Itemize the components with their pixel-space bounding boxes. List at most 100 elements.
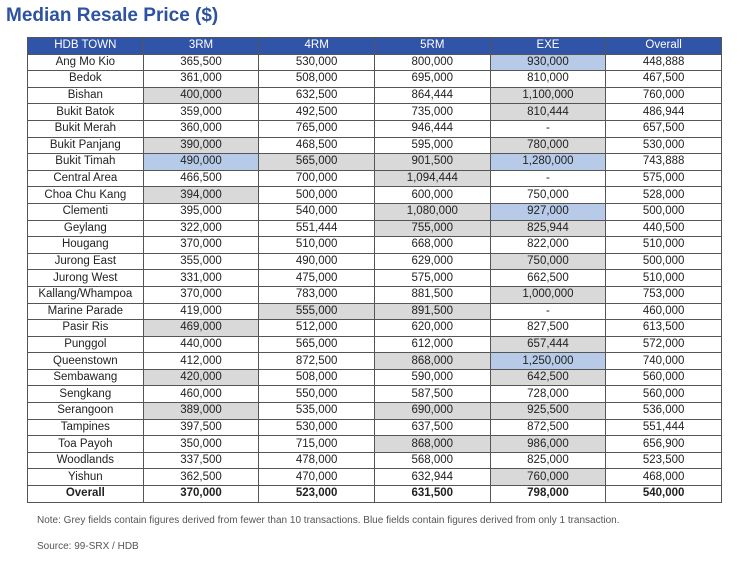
price-cell: 690,000 <box>373 402 491 420</box>
price-cell: 632,944 <box>373 468 491 487</box>
town-cell: Bishan <box>27 86 144 105</box>
price-cell: 419,000 <box>142 302 260 321</box>
price-cell: 469,000 <box>142 319 260 337</box>
price-cell: 362,500 <box>142 468 260 487</box>
town-cell: Bukit Merah <box>27 119 144 138</box>
price-cell: 322,000 <box>142 219 260 238</box>
table-row: Clementi 395,000 540,000 1,080,000 927,000 50… <box>27 202 722 221</box>
town-cell: Jurong East <box>27 252 144 271</box>
price-cell: 740,000 <box>605 352 722 370</box>
price-cell: 512,000 <box>258 319 375 337</box>
header-cell: HDB TOWN <box>27 37 144 55</box>
town-cell: Woodlands <box>27 451 144 470</box>
price-cell: 360,000 <box>142 119 260 138</box>
price-cell: 565,000 <box>258 153 375 171</box>
price-cell: 460,000 <box>605 302 722 321</box>
price-cell: 827,500 <box>489 319 607 337</box>
table-row: Queenstown 412,000 872,500 868,000 1,250,000… <box>27 352 722 370</box>
table-row: Bishan 400,000 632,500 864,444 1,100,000 760,… <box>27 86 722 105</box>
price-cell: 460,000 <box>142 385 260 404</box>
price-cell: 500,000 <box>258 186 375 204</box>
town-cell: Toa Payoh <box>27 435 144 453</box>
price-cell: 575,000 <box>373 269 491 287</box>
table-row: Tampines 397,500 530,000 637,500 872,500 551,… <box>27 418 722 437</box>
price-cell: 510,000 <box>605 269 722 287</box>
table-row: Kallang/Whampoa 370,000 783,000 881,500 1,00… <box>27 285 722 304</box>
price-cell: 500,000 <box>605 252 722 271</box>
price-cell: 642,500 <box>489 368 607 387</box>
price-cell: 600,000 <box>373 186 491 204</box>
price-cell: 500,000 <box>605 202 722 221</box>
price-cell: 440,000 <box>142 335 260 354</box>
header-cell: Overall <box>605 37 722 55</box>
price-cell: 397,500 <box>142 418 260 437</box>
price-cell: 466,500 <box>142 169 260 188</box>
town-cell: Choa Chu Kang <box>27 186 144 204</box>
price-cell: 868,000 <box>373 352 491 370</box>
price-cell: - <box>489 302 607 321</box>
price-cell: 440,500 <box>605 219 722 238</box>
price-cell: 390,000 <box>142 136 260 155</box>
town-cell: Bedok <box>27 70 144 88</box>
price-cell: 510,000 <box>258 236 375 254</box>
town-cell: Sengkang <box>27 385 144 404</box>
town-cell: Clementi <box>27 202 144 221</box>
price-cell: - <box>489 169 607 188</box>
overall-cell: 540,000 <box>605 485 722 503</box>
town-cell: Punggol <box>27 335 144 354</box>
table-row: Bukit Merah 360,000 765,000 946,444-657,500 <box>27 119 722 138</box>
town-cell: Central Area <box>27 169 144 188</box>
town-cell: Geylang <box>27 219 144 238</box>
price-cell: 632,500 <box>258 86 375 105</box>
price-cell: 394,000 <box>142 186 260 204</box>
table-row: Bukit Timah 490,000 565,000 901,500 1,280,00… <box>27 153 722 171</box>
price-cell: 412,000 <box>142 352 260 370</box>
town-cell: Hougang <box>27 236 144 254</box>
source: Source: 99-SRX / HDB <box>37 541 139 552</box>
table-row: Jurong West 331,000 475,000 575,000 662,500 5… <box>27 269 722 287</box>
header-cell: 5RM <box>373 37 491 55</box>
table-row: Central Area 466,500 700,000 1,094,444-575,… <box>27 169 722 188</box>
table-row: Sembawang 420,000 508,000 590,000 642,500 560… <box>27 368 722 387</box>
price-cell: 389,000 <box>142 402 260 420</box>
price-cell: 657,500 <box>605 119 722 138</box>
price-cell: 370,000 <box>142 236 260 254</box>
header-cell: 4RM <box>258 37 375 55</box>
title: Median Resale Price ($) <box>6 5 219 26</box>
price-cell: 490,000 <box>258 252 375 271</box>
price-cell: 468,000 <box>605 468 722 487</box>
price-cell: 715,000 <box>258 435 375 453</box>
price-cell: 760,000 <box>489 468 607 487</box>
price-cell: 864,444 <box>373 86 491 105</box>
price-cell: 760,000 <box>605 86 722 105</box>
price-cell: 528,000 <box>605 186 722 204</box>
price-cell: 490,000 <box>142 153 260 171</box>
price-cell: 656,900 <box>605 435 722 453</box>
price-cell: 560,000 <box>605 385 722 404</box>
price-cell: 825,944 <box>489 219 607 238</box>
price-cell: 1,080,000 <box>373 202 491 221</box>
price-cell: 872,500 <box>489 418 607 437</box>
price-cell: 1,094,444 <box>373 169 491 188</box>
town-cell: Kallang/Whampoa <box>27 285 144 304</box>
price-cell: 448,888 <box>605 53 722 72</box>
price-cell: 595,000 <box>373 136 491 155</box>
price-cell: 637,500 <box>373 418 491 437</box>
price-cell: 810,000 <box>489 70 607 88</box>
price-cell: 370,000 <box>142 285 260 304</box>
town-cell: Sembawang <box>27 368 144 387</box>
table-row: Bukit Panjang 390,000 468,500 595,000 780,00… <box>27 136 722 155</box>
price-cell: 927,000 <box>489 202 607 221</box>
table-row: Sengkang 460,000 550,000 587,500 728,000 560,… <box>27 385 722 404</box>
overall-cell: 523,000 <box>258 485 375 503</box>
price-cell: 613,500 <box>605 319 722 337</box>
price-cell: 572,000 <box>605 335 722 354</box>
price-cell: 881,500 <box>373 285 491 304</box>
town-cell: Ang Mo Kio <box>27 53 144 72</box>
price-cell: 753,000 <box>605 285 722 304</box>
price-cell: 420,000 <box>142 368 260 387</box>
price-cell: 868,000 <box>373 435 491 453</box>
price-cell: 946,444 <box>373 119 491 138</box>
price-table: HDB TOWN 3RM 4RM 5RM EXE Overall Ang Mo Kio 36… <box>27 37 722 503</box>
overall-row: Overall 370,000 523,000 631,500 798,000 540,0… <box>27 485 722 503</box>
